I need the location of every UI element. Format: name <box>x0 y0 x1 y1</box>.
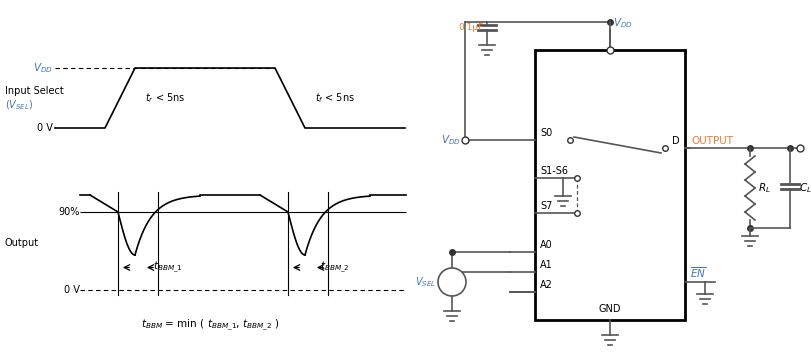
Text: Input Select: Input Select <box>5 86 64 96</box>
Text: S1-S6: S1-S6 <box>539 166 568 176</box>
Text: $t_{BBM\_2}$: $t_{BBM\_2}$ <box>320 260 350 275</box>
Text: A0: A0 <box>539 240 552 250</box>
Text: $V_{DD}$: $V_{DD}$ <box>33 61 53 75</box>
Text: $R_L$: $R_L$ <box>757 181 770 195</box>
Text: A2: A2 <box>539 280 552 290</box>
Text: $\overline{EN}$: $\overline{EN}$ <box>689 265 706 280</box>
Text: $t_f$ < 5ns: $t_f$ < 5ns <box>315 91 354 105</box>
Text: $t_{BBM}$ = min ( $t_{BBM\_1}$, $t_{BBM\_2}$ ): $t_{BBM}$ = min ( $t_{BBM\_1}$, $t_{BBM\… <box>140 317 279 333</box>
Text: ($V_{SEL}$): ($V_{SEL}$) <box>5 98 33 112</box>
Text: $V_{DD}$: $V_{DD}$ <box>440 133 461 147</box>
Text: D: D <box>672 136 679 146</box>
Circle shape <box>437 268 466 296</box>
Text: S7: S7 <box>539 201 551 211</box>
Text: A1: A1 <box>539 260 552 270</box>
Text: $V_{SEL}$: $V_{SEL}$ <box>414 275 436 289</box>
Text: $t_{BBM\_1}$: $t_{BBM\_1}$ <box>152 260 182 275</box>
Text: GND: GND <box>598 304 620 314</box>
Text: 90%: 90% <box>58 207 80 217</box>
Text: $V_{DD}$: $V_{DD}$ <box>612 16 632 30</box>
Text: $C_L$: $C_L$ <box>798 181 811 195</box>
Text: $t_r$ < 5ns: $t_r$ < 5ns <box>145 91 185 105</box>
Text: 0.1µF: 0.1µF <box>458 23 483 32</box>
Text: 0 V: 0 V <box>64 285 80 295</box>
Bar <box>534 50 684 320</box>
Text: S0: S0 <box>539 128 551 138</box>
Text: 0 V: 0 V <box>37 123 53 133</box>
Text: OUTPUT: OUTPUT <box>690 136 732 146</box>
Text: Output: Output <box>5 237 39 248</box>
